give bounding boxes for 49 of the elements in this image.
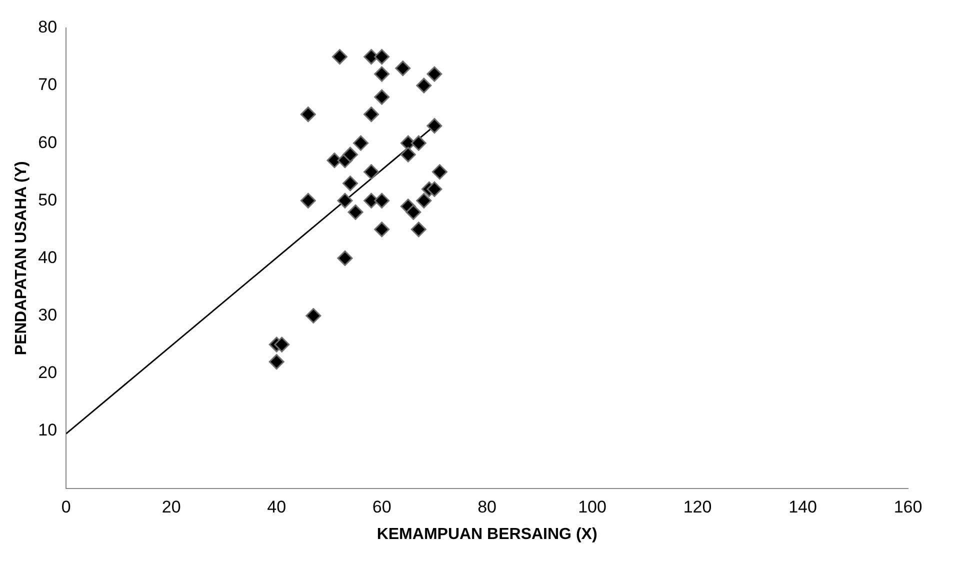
x-tick-label: 140 [788, 497, 817, 516]
y-tick-label: 50 [38, 190, 58, 210]
point [426, 181, 442, 197]
point [337, 192, 353, 208]
y-tick-label: 20 [38, 362, 58, 382]
y-tick-label: 30 [38, 305, 58, 324]
y-tick-label: 40 [38, 248, 58, 267]
point [300, 106, 316, 122]
x-tick-label: 160 [894, 497, 922, 516]
x-tick-label: 0 [61, 497, 71, 516]
point [406, 204, 422, 220]
point [395, 60, 411, 76]
x-tick-label: 20 [162, 497, 181, 516]
point [342, 176, 358, 192]
x-axis-title: KEMAMPUAN BERSAING (X) [376, 526, 598, 543]
point [300, 192, 316, 208]
point [400, 146, 416, 162]
point [306, 308, 322, 324]
y-tick-label: 70 [38, 75, 58, 94]
point [337, 250, 353, 266]
point [410, 135, 426, 151]
x-tick-label: 40 [267, 497, 286, 516]
point [364, 106, 380, 122]
point [374, 49, 390, 65]
point [342, 146, 358, 162]
y-axis-title: PENDAPATAN USAHA (Y) [13, 161, 30, 356]
point [332, 49, 348, 65]
point [364, 164, 380, 180]
x-tick-label: 120 [683, 497, 712, 516]
y-tick-label: 10 [38, 420, 58, 440]
point [268, 354, 284, 370]
point [374, 66, 390, 82]
point [432, 164, 448, 180]
point [410, 222, 426, 238]
x-tick-label: 60 [372, 497, 392, 516]
point [374, 192, 390, 208]
y-tick-label: 60 [38, 132, 58, 152]
point [374, 222, 390, 238]
x-tick-label: 80 [478, 497, 497, 516]
point [353, 135, 369, 151]
y-tick-label: 80 [38, 18, 58, 37]
point [416, 192, 432, 208]
point [426, 66, 442, 82]
point [374, 89, 390, 105]
point [348, 204, 364, 220]
point [416, 78, 432, 94]
point [426, 118, 442, 134]
x-tick-label: 100 [578, 497, 606, 516]
point [274, 336, 290, 352]
